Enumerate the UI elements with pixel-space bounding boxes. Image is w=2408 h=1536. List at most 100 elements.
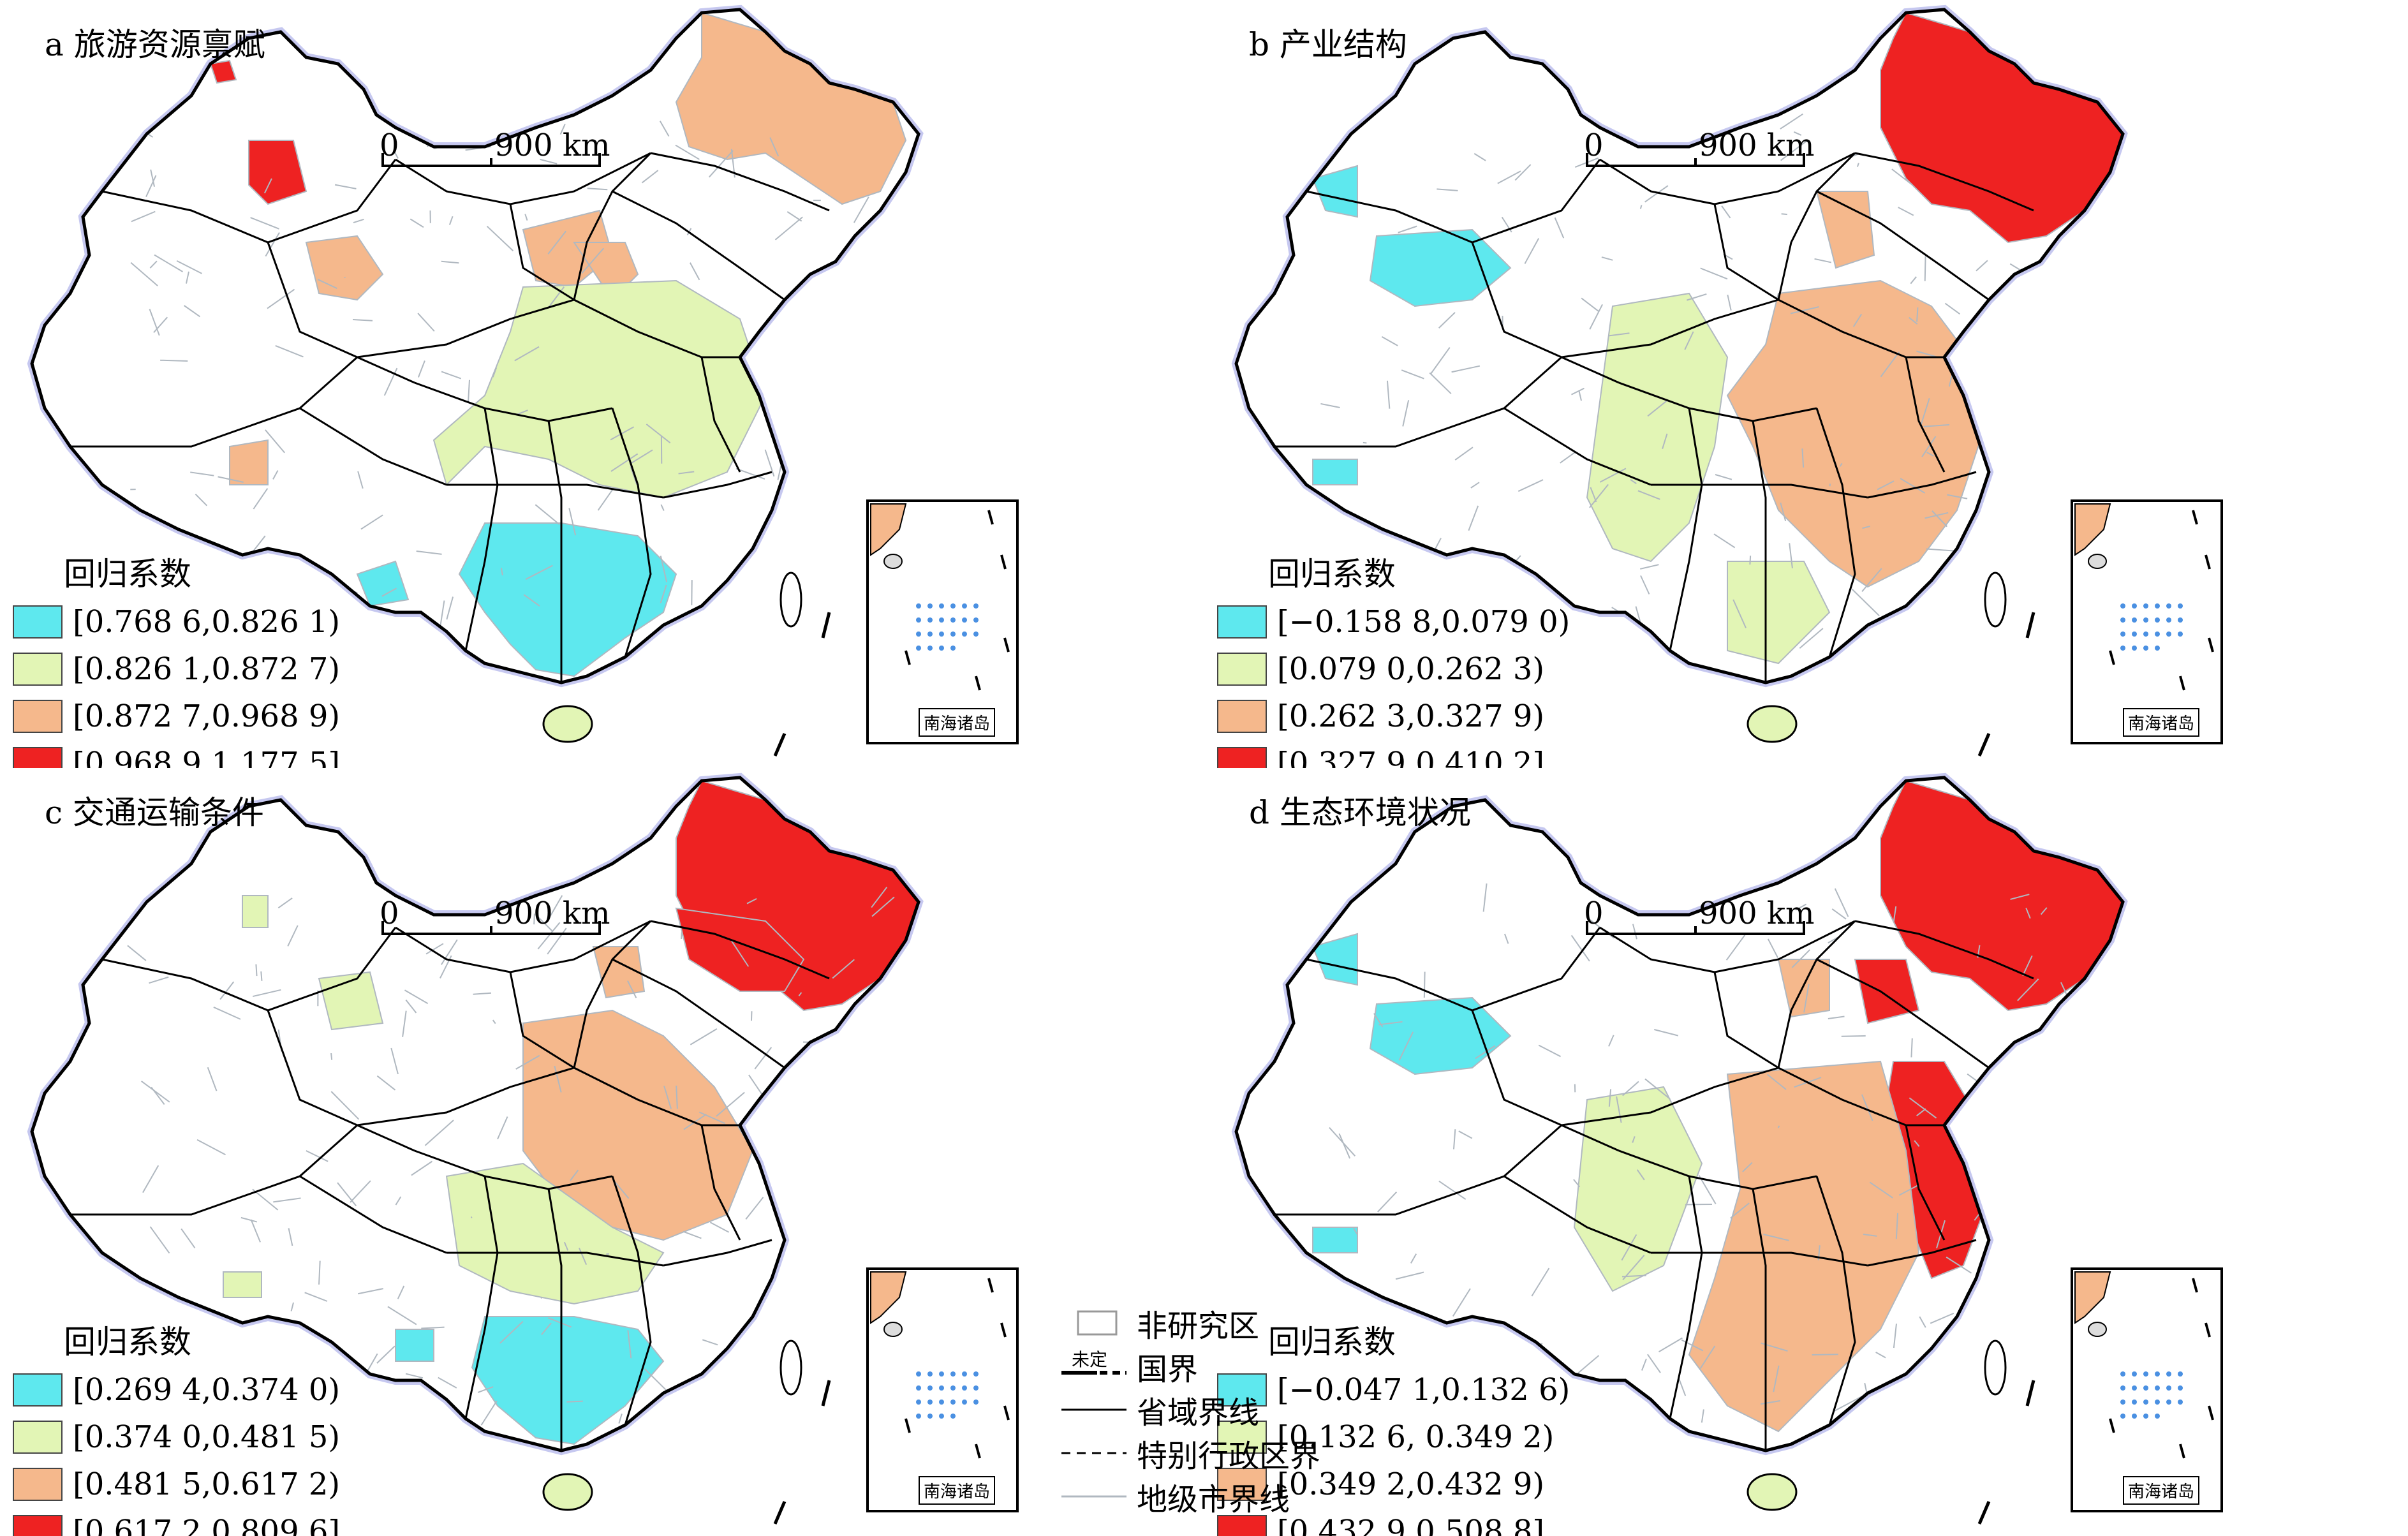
panel-title: d 生态环境状况: [1249, 794, 1471, 831]
map-b: [1231, 4, 2223, 757]
legend-swatch: [13, 1421, 63, 1454]
taiwan-island: [779, 572, 802, 628]
region: [471, 1316, 665, 1445]
legend-item: [0.826 1,0.872 7): [13, 646, 340, 693]
prefecture-border-label: 地级市界线: [1137, 1482, 1290, 1518]
hainan-island: [542, 705, 593, 743]
legend-provincial-border: 省域界线: [1059, 1388, 1320, 1431]
national-border-label: 国界: [1137, 1352, 1199, 1387]
legend-label: [0.079 0,0.262 3): [1277, 651, 1545, 687]
legend-label: [0.349 2,0.432 9): [1277, 1466, 1545, 1502]
region: [1586, 292, 1729, 563]
prefecture-border-symbol: [1059, 1484, 1129, 1509]
map-c: [27, 772, 1019, 1525]
legend-swatch: [1217, 605, 1267, 639]
legend-label: [0.481 5,0.617 2): [73, 1466, 341, 1502]
legend-item: [0.349 2,0.432 9): [1217, 1461, 1570, 1508]
legend-swatch: [1217, 700, 1267, 733]
hainan-island: [1747, 1473, 1798, 1511]
legend-swatch: [13, 747, 63, 768]
legend: 回归系数 [0.768 6,0.826 1) [0.826 1,0.872 7)…: [13, 549, 340, 768]
region: [356, 560, 410, 607]
province-lines: [1274, 152, 2034, 683]
legend-swatch: [1217, 1468, 1267, 1501]
legend-item: [0.374 0,0.481 5): [13, 1414, 340, 1461]
province-lines: [70, 920, 830, 1451]
region: [1311, 165, 1358, 218]
taiwan-island: [1984, 1340, 2007, 1396]
region: [1311, 933, 1358, 986]
scale-zero: 0: [380, 896, 399, 931]
national-border-symbol: [1059, 1354, 1129, 1379]
taiwan-island: [1984, 572, 2007, 628]
legend-label: [0.826 1,0.872 7): [73, 651, 341, 687]
legend-item: [0.079 0,0.262 3): [1217, 646, 1570, 693]
legend: 回归系数 [0.269 4,0.374 0) [0.374 0,0.481 5)…: [13, 1317, 340, 1536]
inset-label: 南海诸岛: [919, 1476, 996, 1505]
scale-distance: 900 km: [494, 896, 610, 931]
legend-item: [0.327 9,0.410 2]: [1217, 740, 1570, 768]
legend-item: [0.132 6, 0.349 2): [1217, 1414, 1570, 1461]
provincial-border-symbol: [1059, 1397, 1129, 1422]
undetermined-label: 未定: [1072, 1349, 1108, 1370]
region: [1777, 959, 1830, 1018]
regions: [1311, 11, 2123, 665]
legend-swatch: [13, 653, 63, 686]
region: [223, 1271, 262, 1298]
region: [1573, 1086, 1703, 1292]
panel-title: c 交通运输条件: [45, 794, 264, 831]
legend-label: [−0.047 1,0.132 6): [1277, 1372, 1570, 1408]
legend-label: [0.374 0,0.481 5): [73, 1419, 341, 1455]
region: [395, 1329, 434, 1362]
legend-swatch: [1217, 653, 1267, 686]
region: [675, 907, 805, 992]
region: [1688, 1060, 1920, 1433]
legend-swatch: [13, 1373, 63, 1407]
national-border: [1234, 8, 2125, 684]
legend-title: 回归系数: [64, 556, 191, 593]
legend-swatch: [1217, 1373, 1267, 1407]
national-border: [30, 8, 920, 684]
panel-a: a 旅游资源禀赋 0 900 km 南海诸岛 回归系数 [0.768 6,0.8…: [0, 0, 1204, 768]
map-d: [1231, 772, 2223, 1525]
legend-label: [0.269 4,0.374 0): [73, 1372, 341, 1408]
region: [432, 279, 767, 499]
legend-label: [0.432 9,0.508 8]: [1277, 1514, 1545, 1536]
legend: 回归系数 [−0.047 1,0.132 6) [0.132 6, 0.349 …: [1217, 1317, 1570, 1536]
legend-item: [0.432 9,0.508 8]: [1217, 1508, 1570, 1536]
legend-swatch: [13, 700, 63, 733]
legend-label: [−0.158 8,0.079 0): [1277, 604, 1570, 640]
regions: [209, 11, 907, 677]
national-border: [30, 776, 920, 1452]
legend-label: [0.968 9,1.177 5]: [73, 746, 341, 768]
region: [445, 1162, 665, 1305]
legend-swatch: [1217, 747, 1267, 768]
panel-b: b 产业结构 0 900 km 南海诸岛 回归系数 [−0.158 8,0.07…: [1204, 0, 2408, 768]
legend-item: [−0.047 1,0.132 6): [1217, 1366, 1570, 1414]
region: [458, 522, 677, 677]
legend-swatch: [13, 1515, 63, 1536]
legend-sar-border: 特别行政区界: [1059, 1431, 1320, 1475]
panel-d: d 生态环境状况 0 900 km 南海诸岛 回归系数 [−0.047 1,0.…: [1204, 768, 2408, 1536]
scale-zero: 0: [1584, 896, 1604, 931]
inset-label: 南海诸岛: [2123, 708, 2200, 737]
legend-title: 回归系数: [1268, 556, 1396, 593]
legend-label: [0.617 2,0.809 6]: [73, 1514, 341, 1536]
non-study-label: 非研究区: [1137, 1308, 1260, 1344]
legend-label: [0.262 3,0.327 9): [1277, 698, 1545, 734]
scale-zero: 0: [1584, 128, 1604, 163]
taiwan-island: [779, 1340, 802, 1396]
legend-prefecture-border: 地级市界线: [1059, 1475, 1320, 1518]
sar-border-symbol: [1059, 1440, 1129, 1466]
provincial-border-label: 省域界线: [1137, 1395, 1260, 1431]
panel-title: b 产业结构: [1249, 26, 1407, 63]
province-lines: [1274, 920, 2034, 1451]
hainan-island: [1747, 705, 1798, 743]
legend-label: [0.132 6, 0.349 2): [1277, 1419, 1555, 1455]
inset-label: 南海诸岛: [2123, 1476, 2200, 1505]
region: [1312, 459, 1358, 485]
legend-swatch: [13, 1468, 63, 1501]
legend-swatch: [1217, 1515, 1267, 1536]
province-lines: [70, 152, 830, 683]
legend-label: [0.872 7,0.968 9): [73, 698, 341, 734]
